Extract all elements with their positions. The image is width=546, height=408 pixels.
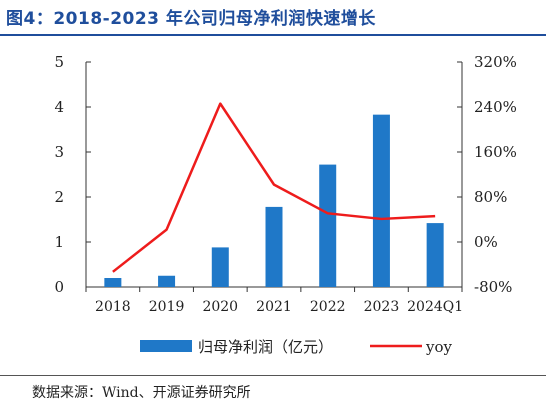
y-right-tick-label: 320% bbox=[474, 53, 517, 71]
bar bbox=[319, 164, 337, 287]
x-tick-label: 2022 bbox=[310, 299, 346, 315]
y-right-tick-label: 80% bbox=[474, 188, 507, 206]
bar bbox=[158, 275, 176, 287]
source-divider bbox=[0, 375, 546, 376]
y-left-tick-label: 0 bbox=[54, 278, 64, 296]
bar bbox=[372, 114, 390, 288]
x-tick-label: 2023 bbox=[364, 299, 400, 315]
bar bbox=[104, 278, 122, 287]
y-left-tick-label: 2 bbox=[54, 188, 64, 206]
title-underline bbox=[0, 34, 546, 36]
yoy-line bbox=[112, 102, 436, 273]
chart: 0 1 2 3 4 5 -80% 0% 80% 160% 240% 320% 2018 2019 2020 2… bbox=[54, 53, 516, 356]
legend-bar-swatch bbox=[140, 340, 192, 352]
legend-bar-label: 归母净利润（亿元） bbox=[198, 338, 333, 356]
bar bbox=[426, 223, 444, 287]
y-left-tick-label: 5 bbox=[54, 53, 64, 71]
x-tick-label: 2020 bbox=[202, 299, 238, 315]
y-right-tick-label: 160% bbox=[474, 143, 517, 161]
x-tick-label: 2024Q1 bbox=[407, 299, 463, 315]
y-left-tick-label: 3 bbox=[54, 143, 64, 161]
tick-labels: 0 1 2 3 4 5 -80% 0% 80% 160% 240% 320% 2018 2019 2020 2… bbox=[54, 53, 516, 315]
x-tick-label: 2021 bbox=[256, 299, 292, 315]
y-right-tick-label: 240% bbox=[474, 98, 517, 116]
legend: 归母净利润（亿元） yoy bbox=[140, 338, 453, 356]
y-right-tick-label: 0% bbox=[474, 233, 498, 251]
line-series bbox=[112, 102, 436, 273]
source-note: 数据来源：Wind、开源证券研究所 bbox=[32, 385, 251, 401]
figure-title: 图4：2018-2023 年公司归母净利润快速增长 bbox=[6, 9, 376, 29]
x-tick-label: 2019 bbox=[149, 299, 185, 315]
y-left-tick-label: 4 bbox=[54, 98, 64, 116]
y-left-tick-label: 1 bbox=[54, 233, 64, 251]
x-tick-label: 2018 bbox=[95, 299, 131, 315]
bar-series bbox=[104, 114, 444, 288]
y-right-tick-label: -80% bbox=[474, 278, 512, 296]
legend-line-label: yoy bbox=[425, 338, 453, 356]
bar bbox=[265, 206, 283, 287]
bar bbox=[211, 247, 229, 287]
